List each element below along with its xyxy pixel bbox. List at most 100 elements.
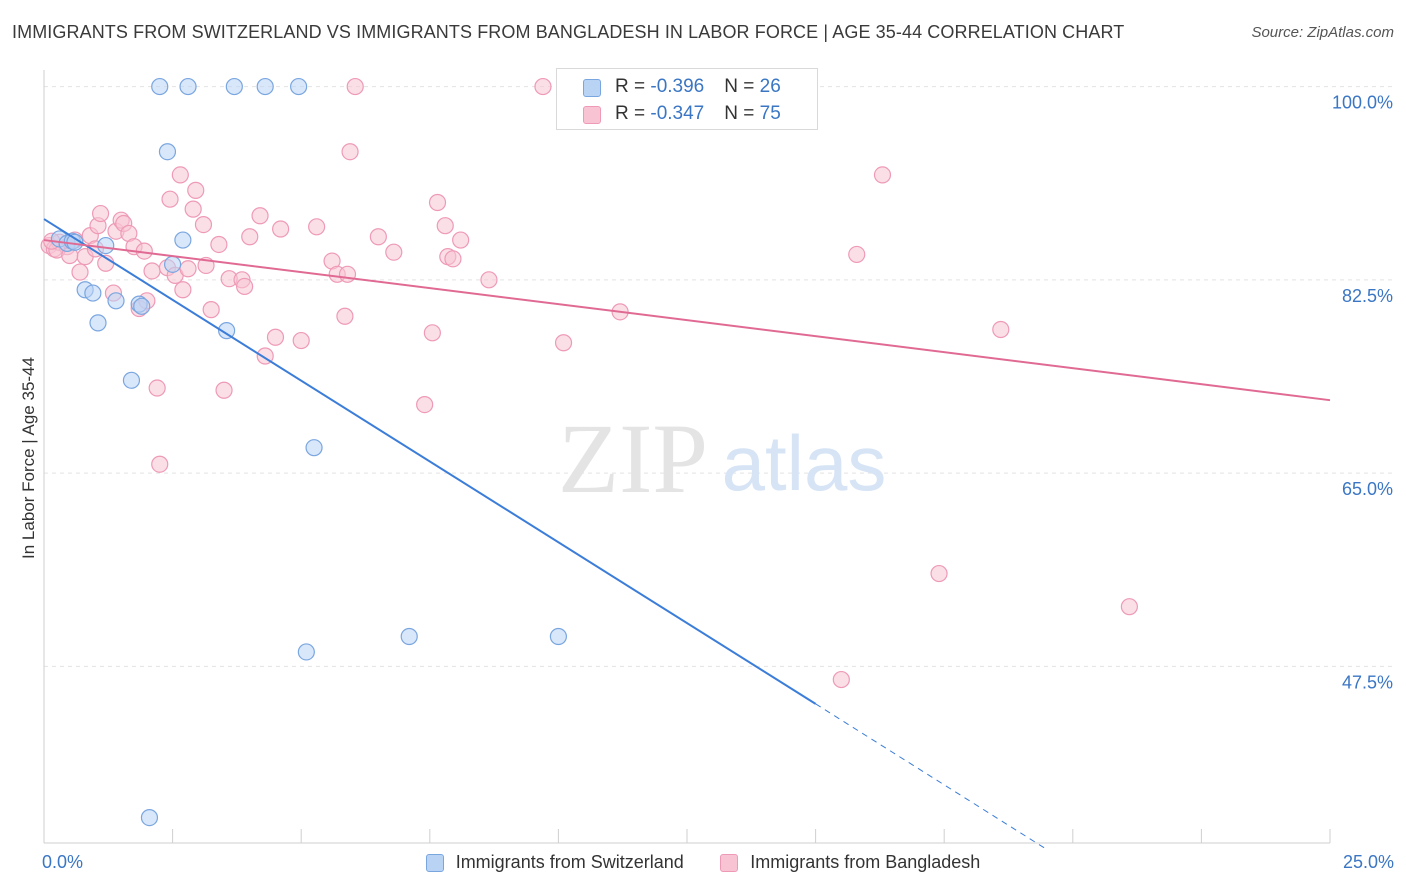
- x-tick-label-max: 25.0%: [1343, 852, 1394, 872]
- point-bangladesh: [416, 395, 434, 414]
- point-bangladesh: [187, 181, 205, 199]
- point-bangladesh: [251, 207, 269, 225]
- point-switzerland: [174, 231, 192, 249]
- point-bangladesh: [174, 281, 192, 299]
- point-bangladesh: [272, 220, 290, 238]
- point-bangladesh: [341, 143, 359, 161]
- bottom-legend: Immigrants from Switzerland Immigrants f…: [0, 852, 1406, 877]
- point-bangladesh: [848, 245, 866, 264]
- point-bangladesh: [194, 216, 213, 234]
- point-bangladesh: [151, 455, 169, 473]
- point-bangladesh: [346, 77, 364, 96]
- stats-text-switzerland: R = -0.396 N = 26: [615, 76, 781, 98]
- n-label: N =: [724, 76, 760, 97]
- stats-legend-box: R = -0.396 N = 26 R = -0.347 N = 75: [556, 68, 818, 130]
- y-tick-label: 100.0%: [1332, 93, 1393, 113]
- point-switzerland: [256, 77, 274, 96]
- y-tick-label: 65.0%: [1342, 479, 1393, 499]
- point-bangladesh: [266, 328, 285, 346]
- x-tick-label-min: 0.0%: [42, 852, 83, 872]
- point-bangladesh: [338, 265, 357, 283]
- point-bangladesh: [210, 235, 228, 254]
- point-bangladesh: [179, 260, 197, 278]
- point-bangladesh: [215, 381, 233, 399]
- point-switzerland: [290, 77, 308, 96]
- trend-line-switzerland: [43, 218, 817, 705]
- legend-item-bangladesh[interactable]: Immigrants from Bangladesh: [720, 852, 980, 873]
- source-label: Source: ZipAtlas.com: [1251, 24, 1394, 41]
- point-bangladesh: [241, 228, 259, 246]
- legend-swatch-switzerland: [425, 853, 444, 872]
- point-bangladesh: [161, 190, 179, 208]
- point-switzerland: [297, 643, 315, 661]
- trend-line-switzerland-extension: [815, 703, 1048, 851]
- point-switzerland: [400, 627, 418, 646]
- stats-text-bangladesh: R = -0.347 N = 75: [615, 103, 781, 125]
- point-switzerland: [218, 322, 236, 340]
- trend-line-bangladesh: [43, 239, 1331, 402]
- n-label: N =: [724, 103, 760, 124]
- point-switzerland: [89, 314, 107, 332]
- point-switzerland: [151, 77, 169, 96]
- point-switzerland: [158, 143, 177, 161]
- point-switzerland: [84, 284, 102, 302]
- legend-label-bangladesh: Immigrants from Bangladesh: [750, 852, 981, 872]
- points-layer: [40, 77, 1138, 827]
- point-bangladesh: [452, 231, 470, 249]
- chart-title: IMMIGRANTS FROM SWITZERLAND VS IMMIGRANT…: [12, 22, 1125, 42]
- point-bangladesh: [992, 320, 1010, 339]
- trend-layer: [43, 218, 1331, 851]
- legend-label-switzerland: Immigrants from Switzerland: [455, 852, 684, 872]
- point-bangladesh: [336, 307, 354, 325]
- switzerland-swatch: [583, 79, 601, 97]
- point-switzerland: [305, 439, 323, 457]
- point-bangladesh: [171, 166, 189, 184]
- watermark-atlas: atlas: [722, 419, 887, 507]
- point-switzerland: [179, 77, 197, 96]
- point-switzerland: [97, 236, 115, 255]
- n-value-switzerland: 26: [759, 76, 781, 97]
- point-bangladesh: [292, 331, 310, 350]
- point-bangladesh: [832, 670, 850, 689]
- point-bangladesh: [236, 277, 254, 296]
- r-label: R =: [615, 76, 651, 97]
- point-bangladesh: [423, 324, 441, 342]
- point-bangladesh: [930, 564, 948, 583]
- point-switzerland: [164, 255, 182, 273]
- point-bangladesh: [554, 334, 573, 352]
- point-bangladesh: [534, 77, 552, 96]
- point-bangladesh: [873, 166, 892, 184]
- point-bangladesh: [480, 271, 498, 289]
- point-bangladesh: [385, 243, 403, 261]
- point-bangladesh: [436, 217, 454, 235]
- point-bangladesh: [143, 262, 161, 280]
- bangladesh-swatch: [583, 106, 601, 124]
- watermark-zip: ZIP: [558, 403, 708, 514]
- point-bangladesh: [71, 263, 89, 281]
- point-bangladesh: [184, 200, 202, 218]
- point-bangladesh: [1120, 598, 1138, 616]
- point-switzerland: [140, 809, 159, 827]
- r-label: R =: [615, 103, 651, 124]
- point-switzerland: [107, 292, 125, 310]
- point-bangladesh: [148, 379, 166, 397]
- y-tick-label: 82.5%: [1342, 286, 1393, 306]
- legend-item-switzerland[interactable]: Immigrants from Switzerland: [425, 852, 684, 873]
- r-value-bangladesh: -0.347: [650, 103, 705, 124]
- y-tick-label: 47.5%: [1342, 672, 1393, 692]
- grid-layer: [44, 86, 1394, 667]
- point-switzerland: [549, 627, 568, 646]
- point-switzerland: [225, 77, 243, 96]
- y-axis-label: In Labor Force | Age 35-44: [19, 357, 38, 559]
- point-bangladesh: [202, 301, 220, 319]
- point-bangladesh: [91, 204, 110, 223]
- point-bangladesh: [444, 250, 462, 268]
- legend-swatch-bangladesh: [720, 853, 739, 872]
- point-bangladesh: [308, 218, 326, 236]
- n-value-bangladesh: 75: [759, 103, 781, 124]
- point-bangladesh: [428, 193, 447, 212]
- point-bangladesh: [369, 228, 387, 246]
- r-value-switzerland: -0.396: [650, 76, 705, 97]
- point-switzerland: [122, 371, 141, 389]
